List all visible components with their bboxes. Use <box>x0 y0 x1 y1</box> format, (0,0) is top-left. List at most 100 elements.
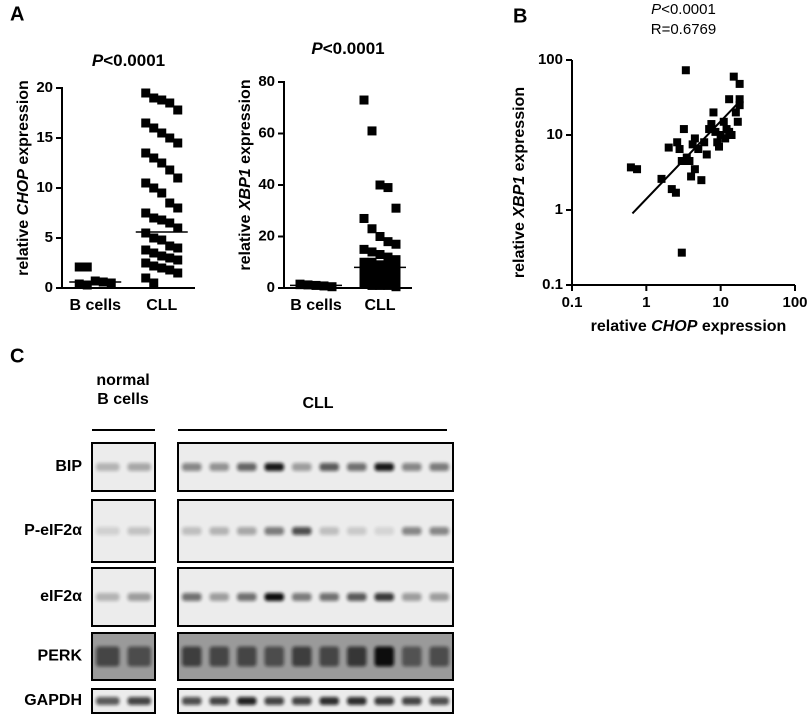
data-point <box>149 93 159 103</box>
data-point <box>687 172 696 181</box>
row-label: BIP <box>55 458 82 475</box>
chart-title-part: P <box>311 39 323 58</box>
group-label: CLL <box>302 395 333 412</box>
data-point <box>82 280 92 290</box>
blot-band <box>96 697 120 705</box>
blot-band <box>96 463 120 471</box>
blot-band <box>237 593 257 601</box>
data-point <box>165 265 175 275</box>
panel-label: A <box>10 3 24 25</box>
blot-band <box>182 527 202 535</box>
panel-label: B <box>513 5 527 27</box>
data-point <box>173 243 183 253</box>
data-point <box>675 145 684 154</box>
y-axis-label: relative XBP1 expression <box>237 79 254 270</box>
group-label: B cells <box>97 391 149 408</box>
data-point <box>383 183 393 193</box>
data-point <box>391 239 401 249</box>
blot-band <box>264 527 284 535</box>
blot-band <box>402 593 422 601</box>
blot-band <box>347 697 367 705</box>
data-point <box>697 176 706 185</box>
data-point <box>375 265 385 275</box>
blot-band <box>209 527 229 535</box>
blot-band <box>402 463 422 471</box>
data-point <box>157 95 167 105</box>
panel-label: C <box>10 345 24 367</box>
data-point <box>383 268 393 278</box>
data-point <box>702 150 711 159</box>
x-axis-label: relative CHOP expression <box>591 318 787 335</box>
chart-title-part: <0.0001 <box>323 39 385 58</box>
data-point <box>719 117 728 126</box>
blot-band <box>127 463 151 471</box>
x-tick-label: 1 <box>642 294 650 311</box>
chart-title: P<0.0001 <box>311 39 384 58</box>
data-point <box>367 224 377 234</box>
data-point <box>391 203 401 213</box>
blot-band <box>429 593 449 601</box>
data-point <box>157 128 167 138</box>
y-axis-label: relative XBP1 expression <box>511 87 528 278</box>
y-tick-label: 80 <box>258 73 275 90</box>
data-point <box>391 273 401 283</box>
data-point <box>735 95 744 104</box>
row-label: PERK <box>38 648 83 665</box>
chart-title: P<0.0001 <box>651 1 716 18</box>
data-point <box>383 237 393 247</box>
data-point <box>375 260 385 270</box>
data-point <box>715 142 724 151</box>
blot-band <box>319 697 339 705</box>
data-point <box>700 138 709 147</box>
data-point <box>705 125 714 134</box>
x-axis-label-part: expression <box>697 318 786 335</box>
data-point <box>157 158 167 168</box>
data-point <box>367 275 377 285</box>
x-axis-label-part: CHOP <box>651 318 698 335</box>
data-point <box>667 185 676 194</box>
data-point <box>90 276 100 286</box>
data-point <box>673 138 682 147</box>
data-point <box>735 79 744 88</box>
blot-band <box>292 697 312 705</box>
data-point <box>721 134 730 143</box>
data-point <box>173 268 183 278</box>
data-point <box>391 268 401 278</box>
blot-band <box>127 646 151 667</box>
y-axis-label-part: XBP1 <box>511 176 528 219</box>
data-point <box>685 157 694 166</box>
chart-title-part: <0.0001 <box>661 1 716 18</box>
x-tick-label: CLL <box>146 297 177 314</box>
data-point <box>359 95 369 105</box>
blot-band <box>182 646 202 667</box>
data-point <box>391 282 401 292</box>
blot-band <box>347 463 367 471</box>
data-point <box>729 72 738 81</box>
blot-band <box>402 527 422 535</box>
data-point <box>367 126 377 136</box>
data-point <box>690 165 699 174</box>
blot-band <box>96 593 120 601</box>
y-axis-label-part: CHOP <box>15 169 32 216</box>
data-point <box>157 235 167 245</box>
blot-band <box>347 527 367 535</box>
blot-band <box>429 697 449 705</box>
data-point <box>141 178 151 188</box>
data-point <box>74 262 84 272</box>
x-tick-label: 10 <box>712 294 729 311</box>
row-label: P-eIF2α <box>24 522 82 539</box>
y-tick-label: 60 <box>258 124 275 141</box>
y-axis-label-part: relative <box>237 210 254 270</box>
data-point <box>295 280 305 290</box>
data-point <box>375 232 385 241</box>
y-tick-label: 5 <box>45 229 53 246</box>
data-point <box>82 262 92 272</box>
data-point <box>165 133 175 143</box>
data-point <box>141 118 151 128</box>
blot-band <box>319 593 339 601</box>
x-tick-label: B cells <box>69 297 121 314</box>
data-point <box>149 248 159 258</box>
blot-band <box>209 646 229 667</box>
blot-band <box>292 593 312 601</box>
data-point <box>149 278 159 288</box>
